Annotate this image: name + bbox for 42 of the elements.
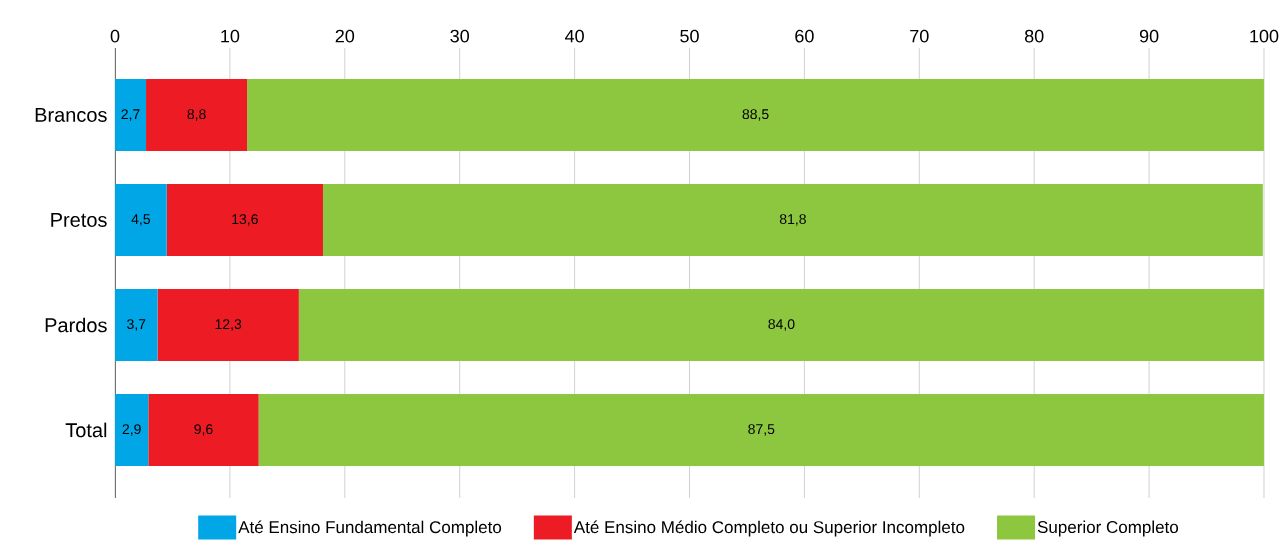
data-label: 4,5 [131,214,151,226]
x-tick-label: 10 [221,29,240,43]
data-label: 2,7 [121,109,140,121]
data-label: 84,0 [768,319,795,331]
bar [115,288,158,361]
legend-label: Até Ensino Médio Completo ou Superior Incompleto [573,520,965,537]
data-label: 88,5 [742,109,769,121]
bar [166,183,323,256]
legend-label: Superior Completo [1037,520,1179,537]
x-tick-label: 100 [1250,29,1279,43]
x-tick-label: 30 [450,29,470,43]
bar [258,393,1264,466]
x-tick-label: 0 [110,29,120,43]
x-tick-label: 70 [910,29,929,43]
data-label: 87,5 [748,424,775,436]
data-label: 8,8 [187,109,206,121]
data-label: 9,6 [194,424,213,436]
y-tick-label: Pretos [51,213,107,227]
y-tick-label: Total [65,422,107,438]
x-tick-label: 90 [1139,29,1159,43]
bar [247,78,1264,151]
data-label: 13,6 [232,214,258,226]
bar [322,183,1263,256]
x-tick-label: 40 [565,29,584,43]
x-tick-label: 20 [335,29,355,43]
data-label: 2,9 [122,424,141,436]
bar [148,393,259,466]
x-tick-label: 80 [1024,29,1044,43]
bar [115,183,167,256]
bar [298,288,1264,361]
y-tick-label: Brancos [35,108,107,122]
bar [146,78,248,151]
bar [115,393,149,466]
y-tick-label: Pardos [45,317,107,333]
data-label: 3,7 [127,319,146,331]
x-tick-label: 60 [795,29,814,43]
x-tick-label: 50 [680,29,699,43]
legend-label: Até Ensino Fundamental Completo [238,520,502,537]
bar [157,288,299,361]
data-label: 81,8 [779,214,806,226]
data-label: 12,3 [215,319,242,331]
bar [115,78,147,151]
